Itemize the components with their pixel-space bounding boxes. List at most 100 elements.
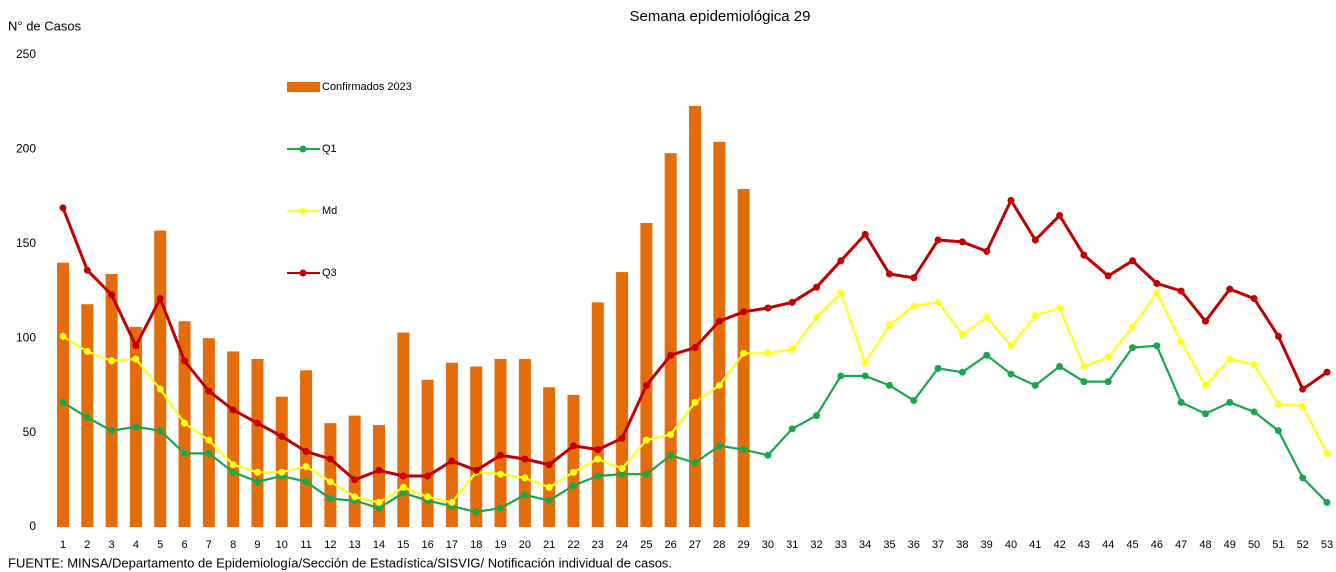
point (569, 442, 577, 450)
point (1007, 370, 1015, 378)
bar (373, 425, 385, 527)
x-tick-label: 39 (981, 539, 993, 551)
x-tick-label: 42 (1053, 539, 1065, 551)
x-tick-label: 21 (543, 539, 555, 551)
x-tick-label: 50 (1248, 539, 1260, 551)
point (1177, 398, 1185, 406)
x-tick-label: 37 (932, 539, 944, 551)
point (934, 236, 942, 244)
point (618, 470, 626, 478)
point (813, 412, 821, 420)
point (1104, 353, 1112, 361)
point (399, 489, 407, 497)
point (691, 398, 699, 406)
x-tick-label: 26 (665, 539, 677, 551)
x-tick-label: 19 (494, 539, 506, 551)
x-tick-label: 43 (1078, 539, 1090, 551)
point (399, 472, 407, 480)
x-tick-label: 51 (1272, 539, 1284, 551)
x-tick-label: 35 (883, 539, 895, 551)
legend-label: Md (322, 205, 337, 217)
bar (397, 332, 410, 527)
point (569, 481, 577, 489)
y-tick-label: 0 (29, 519, 36, 533)
point (1226, 355, 1234, 363)
x-tick-label: 45 (1126, 539, 1138, 551)
x-tick-label: 2 (84, 539, 90, 551)
point (837, 289, 845, 297)
x-tick-label: 40 (1005, 539, 1017, 551)
bar (202, 338, 215, 527)
legend-swatch (299, 207, 307, 215)
point (1201, 410, 1209, 418)
x-tick-label: 23 (592, 539, 604, 551)
x-tick-label: 16 (421, 539, 433, 551)
point (1299, 385, 1307, 393)
point (1056, 211, 1064, 219)
point (448, 498, 456, 506)
point (278, 468, 286, 476)
point (59, 204, 67, 212)
point (1129, 323, 1137, 331)
point (278, 432, 286, 440)
x-tick-label: 25 (640, 539, 652, 551)
x-tick-label: 52 (1297, 539, 1309, 551)
bar (154, 230, 167, 528)
bar (640, 223, 653, 528)
y-tick-label: 50 (23, 425, 37, 439)
x-tick-label: 1 (60, 539, 66, 551)
point (594, 455, 602, 463)
point (1129, 257, 1137, 265)
point (642, 470, 650, 478)
x-tick-label: 48 (1199, 539, 1211, 551)
point (788, 425, 796, 433)
point (424, 493, 432, 501)
point (1177, 287, 1185, 295)
point (691, 344, 699, 352)
point (545, 483, 553, 491)
x-tick-label: 4 (133, 539, 139, 551)
x-tick-label: 49 (1224, 539, 1236, 551)
point (837, 257, 845, 265)
point (132, 355, 140, 363)
point (788, 346, 796, 354)
bar (543, 387, 556, 527)
point (497, 470, 505, 478)
point (934, 298, 942, 306)
bar (518, 358, 531, 527)
bar (664, 153, 677, 527)
x-tick-label: 5 (157, 539, 163, 551)
point (1226, 285, 1234, 293)
point (1226, 398, 1234, 406)
point (691, 459, 699, 467)
point (83, 347, 91, 355)
point (569, 468, 577, 476)
legend-swatch (299, 145, 307, 153)
point (448, 457, 456, 465)
x-tick-label: 12 (324, 539, 336, 551)
point (861, 372, 869, 380)
point (253, 478, 261, 486)
point (497, 451, 505, 459)
x-tick-label: 46 (1151, 539, 1163, 551)
x-tick-label: 8 (230, 539, 236, 551)
point (1323, 368, 1331, 376)
point (910, 397, 918, 405)
point (132, 423, 140, 431)
point (764, 451, 772, 459)
bar (591, 302, 604, 527)
x-tick-label: 33 (835, 539, 847, 551)
point (1299, 402, 1307, 410)
x-tick-label: 28 (713, 539, 725, 551)
point (813, 283, 821, 291)
bar (348, 415, 361, 527)
point (1007, 196, 1015, 204)
point (108, 427, 116, 435)
bar (616, 272, 629, 527)
point (375, 498, 383, 506)
point (1031, 381, 1039, 389)
point (1323, 449, 1331, 457)
point (399, 483, 407, 491)
point (326, 495, 334, 503)
